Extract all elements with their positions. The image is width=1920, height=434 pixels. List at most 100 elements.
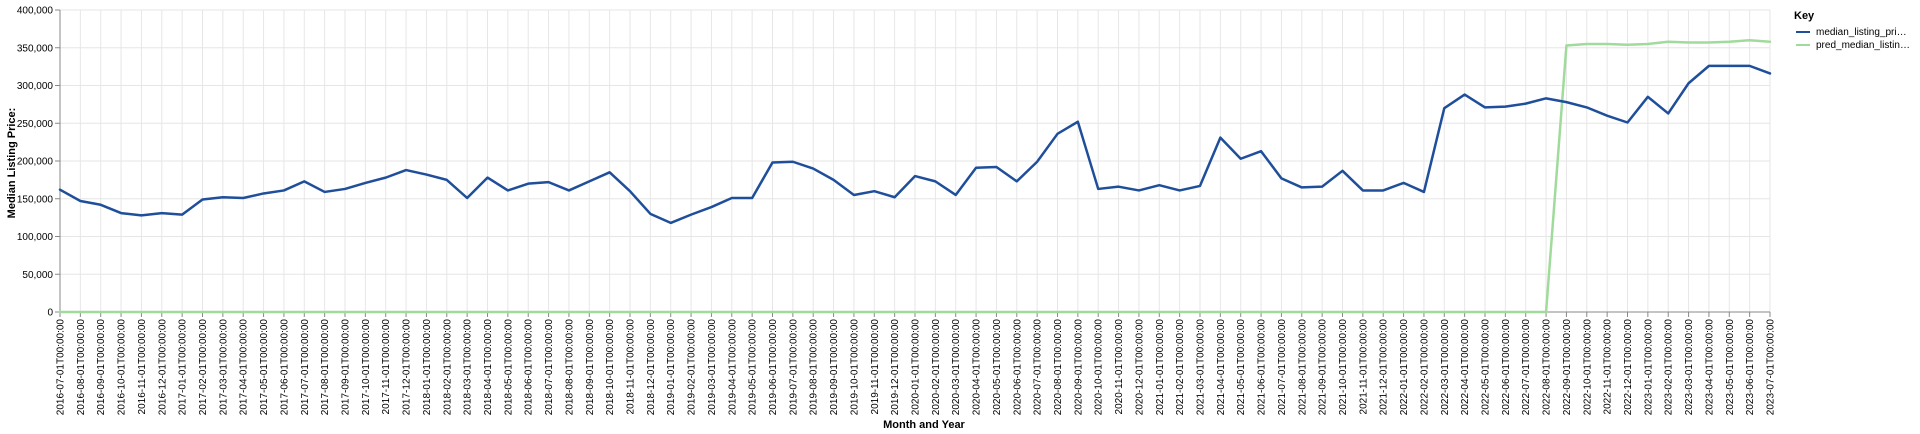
x-tick-label: 2023-03-01T00:00:00	[1684, 319, 1695, 416]
x-tick-label: 2021-09-01T00:00:00	[1318, 319, 1329, 416]
x-tick-label: 2023-06-01T00:00:00	[1745, 319, 1756, 416]
x-tick-label: 2017-03-01T00:00:00	[218, 319, 229, 416]
x-tick-label: 2019-04-01T00:00:00	[727, 319, 738, 416]
x-tick-label: 2017-02-01T00:00:00	[198, 319, 209, 416]
x-tick-label: 2023-02-01T00:00:00	[1664, 319, 1675, 416]
legend-label-pred: pred_median_listin…	[1816, 40, 1910, 51]
x-tick-label: 2017-06-01T00:00:00	[279, 319, 290, 416]
x-tick-label: 2020-11-01T00:00:00	[1114, 319, 1125, 415]
x-tick-label: 2021-01-01T00:00:00	[1155, 319, 1166, 416]
x-tick-label: 2017-05-01T00:00:00	[259, 319, 270, 416]
x-tick-label: 2021-11-01T00:00:00	[1358, 319, 1369, 415]
y-tick-label: 0	[47, 308, 53, 319]
x-tick-label: 2017-12-01T00:00:00	[402, 319, 413, 416]
x-tick-label: 2021-03-01T00:00:00	[1196, 319, 1207, 416]
x-tick-label: 2017-08-01T00:00:00	[320, 319, 331, 416]
x-tick-label: 2018-01-01T00:00:00	[422, 319, 433, 416]
x-tick-label: 2023-04-01T00:00:00	[1704, 319, 1715, 416]
x-tick-label: 2020-08-01T00:00:00	[1053, 319, 1064, 416]
x-tick-label: 2018-08-01T00:00:00	[564, 319, 575, 416]
x-tick-label: 2019-05-01T00:00:00	[748, 319, 759, 416]
x-tick-label: 2022-08-01T00:00:00	[1542, 319, 1553, 416]
x-tick-label: 2018-05-01T00:00:00	[503, 319, 514, 416]
x-tick-label: 2018-03-01T00:00:00	[463, 319, 474, 416]
x-tick-label: 2019-01-01T00:00:00	[666, 319, 677, 416]
x-tick-label: 2020-12-01T00:00:00	[1134, 319, 1145, 416]
x-tick-label: 2022-11-01T00:00:00	[1603, 319, 1614, 415]
x-tick-label: 2021-08-01T00:00:00	[1297, 319, 1308, 416]
series-line-pred-median-listing-price	[58, 38, 1772, 314]
x-tick-label: 2018-04-01T00:00:00	[483, 319, 494, 416]
y-tick-label: 250,000	[17, 119, 54, 130]
x-tick-label: 2022-01-01T00:00:00	[1399, 319, 1410, 416]
series-lines	[58, 38, 1772, 314]
x-tick-label: 2018-09-01T00:00:00	[585, 319, 596, 416]
x-tick-label: 2020-09-01T00:00:00	[1073, 319, 1084, 416]
x-tick-label: 2016-11-01T00:00:00	[137, 319, 148, 415]
x-tick-label: 2021-06-01T00:00:00	[1257, 319, 1268, 416]
x-tick-label: 2022-07-01T00:00:00	[1521, 319, 1532, 416]
x-tick-label: 2023-07-01T00:00:00	[1766, 319, 1777, 416]
y-tick-label: 350,000	[17, 43, 54, 54]
x-tick-label: 2022-04-01T00:00:00	[1460, 319, 1471, 416]
y-tick-label: 200,000	[17, 157, 54, 168]
series-line-median-listing-price	[58, 64, 1772, 225]
x-tick-label: 2017-04-01T00:00:00	[239, 319, 250, 416]
x-axis: 2016-07-01T00:00:00 2016-08-01T00:00:00 20…	[56, 311, 1777, 416]
x-tick-label: 2022-12-01T00:00:00	[1623, 319, 1634, 416]
y-tick-label: 100,000	[17, 232, 54, 243]
x-tick-label: 2019-08-01T00:00:00	[809, 319, 820, 416]
x-tick-label: 2022-10-01T00:00:00	[1582, 319, 1593, 416]
y-tick-label: 50,000	[22, 270, 53, 281]
x-tick-label: 2022-06-01T00:00:00	[1501, 319, 1512, 416]
x-tick-label: 2020-03-01T00:00:00	[951, 319, 962, 416]
x-tick-label: 2016-12-01T00:00:00	[157, 319, 168, 416]
x-tick-label: 2017-07-01T00:00:00	[300, 319, 311, 416]
x-tick-label: 2022-02-01T00:00:00	[1419, 319, 1430, 416]
x-tick-label: 2019-10-01T00:00:00	[849, 319, 860, 416]
x-tick-label: 2022-03-01T00:00:00	[1440, 319, 1451, 416]
x-tick-label: 2023-05-01T00:00:00	[1725, 319, 1736, 416]
legend-label-median: median_listing_pri…	[1816, 27, 1907, 38]
x-tick-label: 2019-02-01T00:00:00	[687, 319, 698, 416]
x-tick-label: 2020-04-01T00:00:00	[972, 319, 983, 416]
x-tick-label: 2018-12-01T00:00:00	[646, 319, 657, 416]
x-tick-label: 2019-09-01T00:00:00	[829, 319, 840, 416]
x-tick-label: 2019-07-01T00:00:00	[788, 319, 799, 416]
y-axis: 0 50,000 100,000 150,000 200,000 250,000 300,0…	[17, 6, 61, 319]
x-tick-label: 2019-06-01T00:00:00	[768, 319, 779, 416]
x-tick-label: 2018-02-01T00:00:00	[442, 319, 453, 416]
x-tick-label: 2021-07-01T00:00:00	[1277, 319, 1288, 416]
x-tick-label: 2016-10-01T00:00:00	[117, 319, 128, 416]
y-tick-label: 300,000	[17, 81, 54, 92]
x-tick-label: 2021-05-01T00:00:00	[1236, 319, 1247, 416]
legend: Key median_listing_pri… pred_median_list…	[1794, 10, 1910, 51]
y-axis-title: Median Listing Price:	[6, 108, 18, 219]
x-tick-label: 2018-06-01T00:00:00	[524, 319, 535, 416]
x-tick-label: 2021-04-01T00:00:00	[1216, 319, 1227, 416]
x-tick-label: 2020-02-01T00:00:00	[931, 319, 942, 416]
x-tick-label: 2021-12-01T00:00:00	[1379, 319, 1390, 416]
grid	[59, 9, 1771, 313]
x-tick-label: 2019-03-01T00:00:00	[707, 319, 718, 416]
x-tick-label: 2018-10-01T00:00:00	[605, 319, 616, 416]
x-tick-label: 2017-01-01T00:00:00	[178, 319, 189, 416]
x-tick-label: 2020-07-01T00:00:00	[1033, 319, 1044, 416]
x-tick-label: 2017-10-01T00:00:00	[361, 319, 372, 416]
y-tick-label: 150,000	[17, 194, 54, 205]
x-tick-label: 2018-07-01T00:00:00	[544, 319, 555, 416]
y-tick-label: 400,000	[17, 6, 54, 17]
legend-title: Key	[1794, 10, 1815, 22]
x-tick-label: 2019-11-01T00:00:00	[870, 319, 881, 415]
x-tick-label: 2018-11-01T00:00:00	[626, 319, 637, 415]
x-tick-label: 2021-10-01T00:00:00	[1338, 319, 1349, 416]
x-tick-label: 2021-02-01T00:00:00	[1175, 319, 1186, 416]
x-tick-label: 2020-01-01T00:00:00	[911, 319, 922, 416]
x-axis-title: Month and Year	[883, 419, 965, 431]
x-tick-label: 2017-11-01T00:00:00	[381, 319, 392, 415]
x-tick-label: 2020-06-01T00:00:00	[1012, 319, 1023, 416]
x-tick-label: 2017-09-01T00:00:00	[341, 319, 352, 416]
x-tick-label: 2016-08-01T00:00:00	[76, 319, 87, 416]
x-tick-label: 2022-09-01T00:00:00	[1562, 319, 1573, 416]
